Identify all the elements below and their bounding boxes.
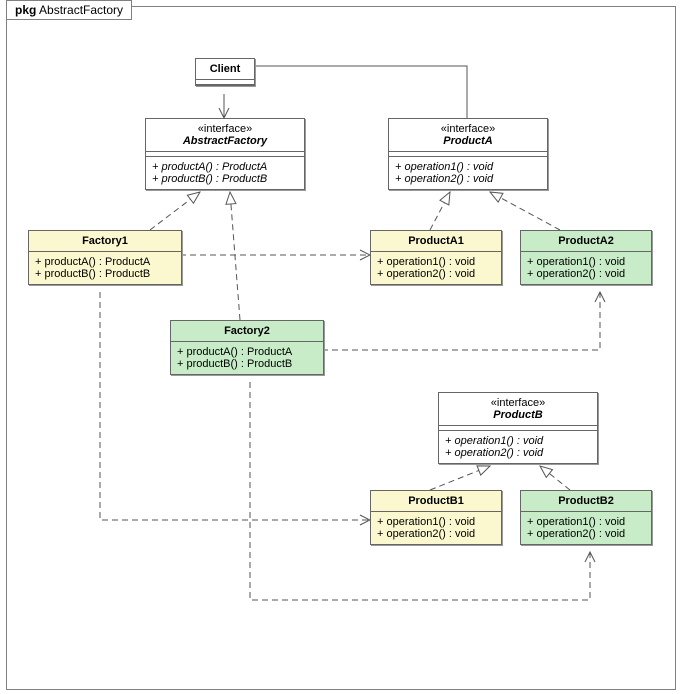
class-name: ProductA2 xyxy=(558,235,614,247)
class-name: ProductB2 xyxy=(558,495,614,507)
operation: + operation2() : void xyxy=(445,447,591,459)
operation: + operation1() : void xyxy=(377,256,495,268)
class-factory2: Factory2 + productA() : ProductA + produ… xyxy=(170,320,324,375)
package-frame xyxy=(6,6,676,690)
class-name: ProductB xyxy=(493,409,543,421)
interface-product-a: «interface» ProductA + operation1() : vo… xyxy=(388,118,548,190)
class-title: «interface» ProductA xyxy=(389,119,547,152)
class-name: ProductB1 xyxy=(408,495,464,507)
class-product-a2: ProductA2 + operation1() : void + operat… xyxy=(520,230,652,285)
class-name: Client xyxy=(210,63,241,75)
diagram-canvas: pkg AbstractFactory Client «interface» A… xyxy=(0,0,680,694)
operations: + productA() : ProductA + productB() : P… xyxy=(29,252,181,284)
operation: + productA() : ProductA xyxy=(152,161,298,173)
class-factory1: Factory1 + productA() : ProductA + produ… xyxy=(28,230,182,285)
interface-product-b: «interface» ProductB + operation1() : vo… xyxy=(438,392,598,464)
operations: + operation1() : void + operation2() : v… xyxy=(371,252,501,284)
class-name: Factory2 xyxy=(224,325,270,337)
class-title: ProductA1 xyxy=(371,231,501,252)
class-name: AbstractFactory xyxy=(183,135,267,147)
operations: + operation1() : void + operation2() : v… xyxy=(521,512,651,544)
compartment-sep xyxy=(196,80,254,85)
operation: + operation2() : void xyxy=(377,528,495,540)
operation: + operation2() : void xyxy=(395,173,541,185)
operation: + operation2() : void xyxy=(527,268,645,280)
class-name: Factory1 xyxy=(82,235,128,247)
operations: + operation1() : void + operation2() : v… xyxy=(439,431,597,463)
interface-abstract-factory: «interface» AbstractFactory + productA()… xyxy=(145,118,305,190)
class-title: Factory2 xyxy=(171,321,323,342)
operation: + operation1() : void xyxy=(445,435,591,447)
class-name: ProductA xyxy=(443,135,493,147)
class-title: ProductA2 xyxy=(521,231,651,252)
class-title: «interface» AbstractFactory xyxy=(146,119,304,152)
class-title: Client xyxy=(196,59,254,80)
class-title: «interface» ProductB xyxy=(439,393,597,426)
operation: + operation1() : void xyxy=(527,516,645,528)
class-client: Client xyxy=(195,58,255,86)
operation: + operation1() : void xyxy=(377,516,495,528)
class-title: ProductB1 xyxy=(371,491,501,512)
operations: + operation1() : void + operation2() : v… xyxy=(371,512,501,544)
stereotype-label: «interface» xyxy=(152,123,298,135)
class-name: ProductA1 xyxy=(408,235,464,247)
operation: + operation1() : void xyxy=(395,161,541,173)
operation: + productA() : ProductA xyxy=(177,346,317,358)
stereotype-label: «interface» xyxy=(445,397,591,409)
class-product-a1: ProductA1 + operation1() : void + operat… xyxy=(370,230,502,285)
class-product-b2: ProductB2 + operation1() : void + operat… xyxy=(520,490,652,545)
operation: + productB() : ProductB xyxy=(177,358,317,370)
pkg-name: AbstractFactory xyxy=(39,3,123,17)
stereotype-label: «interface» xyxy=(395,123,541,135)
operation: + operation2() : void xyxy=(377,268,495,280)
operation: + operation2() : void xyxy=(527,528,645,540)
package-tab: pkg AbstractFactory xyxy=(6,0,132,20)
operation: + productB() : ProductB xyxy=(35,268,175,280)
operations: + productA() : ProductA + productB() : P… xyxy=(146,157,304,189)
operation: + operation1() : void xyxy=(527,256,645,268)
operations: + operation1() : void + operation2() : v… xyxy=(521,252,651,284)
class-product-b1: ProductB1 + operation1() : void + operat… xyxy=(370,490,502,545)
operations: + productA() : ProductA + productB() : P… xyxy=(171,342,323,374)
pkg-prefix: pkg xyxy=(15,3,36,17)
operation: + productA() : ProductA xyxy=(35,256,175,268)
operation: + productB() : ProductB xyxy=(152,173,298,185)
class-title: ProductB2 xyxy=(521,491,651,512)
operations: + operation1() : void + operation2() : v… xyxy=(389,157,547,189)
class-title: Factory1 xyxy=(29,231,181,252)
